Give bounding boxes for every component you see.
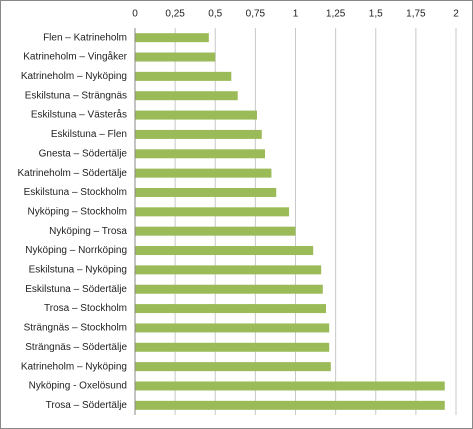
bar <box>135 71 232 81</box>
bar <box>135 226 296 236</box>
x-tick-label: 0 <box>132 9 138 20</box>
y-tick-label: Eskilstuna – Nyköping <box>29 265 127 276</box>
y-tick-label: Trosa – Stockholm <box>44 303 127 314</box>
x-tick-label: 0,75 <box>246 9 266 20</box>
x-tick-label: 2 <box>453 9 459 20</box>
bar <box>135 381 445 391</box>
y-tick-label: Nyköping – Stockholm <box>28 206 128 217</box>
x-tick-label: 1,75 <box>406 9 426 20</box>
y-tick-label: Katrineholm – Nyköping <box>21 71 127 82</box>
y-tick-label: Strängnäs – Södertälje <box>25 342 127 353</box>
bar <box>135 91 238 101</box>
bar <box>135 52 216 62</box>
x-tick-label: 0,5 <box>208 9 222 20</box>
bar <box>135 246 314 256</box>
bar <box>135 304 326 314</box>
bar <box>135 187 277 197</box>
bar <box>135 33 209 43</box>
y-tick-label: Katrineholm – Nyköping <box>21 361 127 372</box>
bar <box>135 149 266 159</box>
x-tick-label: 1 <box>293 9 299 20</box>
bar <box>135 265 322 275</box>
x-tick-label: 0,25 <box>165 9 185 20</box>
y-tick-label: Katrineholm – Södertälje <box>17 168 127 179</box>
bar <box>135 168 272 178</box>
y-tick-label: Flen – Katrineholm <box>43 32 127 43</box>
y-tick-label: Nyköping – Norrköping <box>25 245 127 256</box>
y-tick-label: Gnesta – Södertälje <box>39 148 128 159</box>
bar <box>135 342 330 352</box>
bar <box>135 110 257 120</box>
y-tick-label: Nyköping - Oxelösund <box>29 381 127 392</box>
bar <box>135 362 331 372</box>
y-tick-label: Eskilstuna – Flen <box>51 129 127 140</box>
x-tick-label: 1,25 <box>326 9 346 20</box>
y-tick-label: Eskilstuna – Västerås <box>31 109 127 121</box>
y-tick-label: Eskilstuna – Strängnäs <box>25 90 127 101</box>
bar <box>135 400 445 410</box>
bar <box>135 207 290 217</box>
bar <box>135 323 330 333</box>
bar <box>135 284 323 294</box>
y-tick-label: Eskilstuna – Södertälje <box>25 284 127 295</box>
y-tick-label: Strängnäs – Stockholm <box>24 323 127 334</box>
y-tick-label: Eskilstuna – Stockholm <box>24 187 127 198</box>
y-tick-label: Katrineholm – Vingåker <box>23 51 127 63</box>
x-tick-label: 1,5 <box>369 9 383 20</box>
y-tick-label: Trosa – Södertälje <box>46 400 128 411</box>
bar <box>135 129 262 139</box>
y-tick-label: Nyköping – Trosa <box>49 226 127 237</box>
